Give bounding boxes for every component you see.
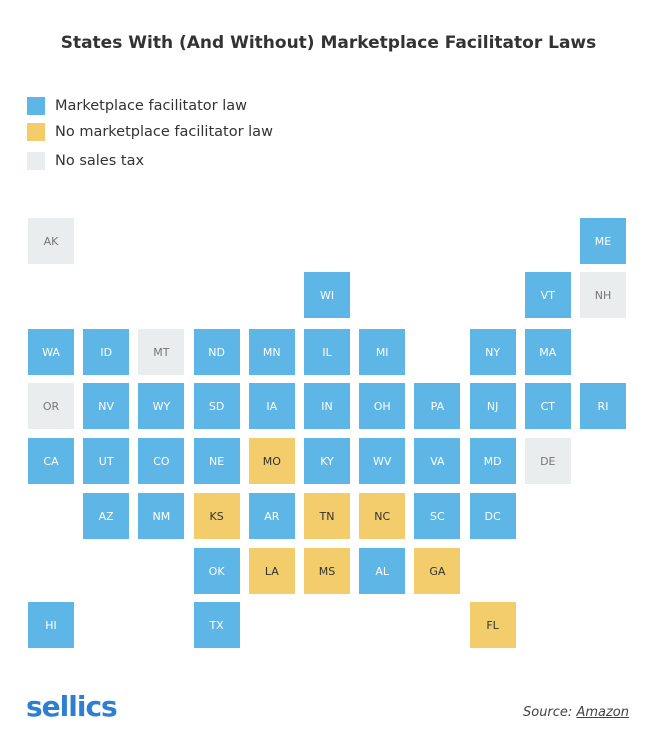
state-tile: ND — [193, 329, 240, 375]
legend-item: No sales tax — [27, 151, 144, 171]
legend-swatch — [27, 97, 45, 115]
state-tile: MT — [138, 329, 185, 375]
legend-item: No marketplace facilitator law — [27, 122, 273, 142]
state-tile: MO — [248, 438, 295, 484]
state-tile: SD — [193, 383, 240, 429]
state-tile: GA — [414, 548, 461, 594]
state-tile: WV — [359, 438, 406, 484]
state-tile: WA — [28, 329, 74, 375]
state-tile: IN — [304, 383, 350, 429]
legend-label: No sales tax — [55, 153, 145, 169]
state-tile: NY — [469, 329, 516, 375]
state-tile: CT — [524, 383, 571, 429]
state-tile: MI — [359, 329, 406, 375]
state-tile: MD — [469, 438, 516, 484]
state-tile: KS — [193, 493, 240, 539]
state-tile: CO — [138, 438, 185, 484]
state-tile: NE — [193, 438, 240, 484]
state-tile: TN — [304, 493, 350, 539]
state-tile: NJ — [469, 383, 516, 429]
state-tile: DE — [524, 438, 571, 484]
title: States With (And Without) Marketplace Fa… — [60, 33, 597, 53]
legend-label: No marketplace facilitator law — [55, 124, 273, 140]
state-tile: AR — [248, 493, 295, 539]
legend-label: Marketplace facilitator law — [55, 98, 247, 114]
state-tile: NM — [138, 493, 185, 539]
state-tile: UT — [83, 438, 130, 484]
state-tile: LA — [248, 548, 295, 594]
state-tile: AK — [28, 218, 74, 264]
source-prefix: Source: — [522, 705, 573, 720]
state-tile: IL — [304, 329, 350, 375]
state-tile: VA — [414, 438, 461, 484]
state-tile: ID — [83, 329, 130, 375]
logo: sellics — [26, 690, 118, 723]
legend-swatch — [27, 152, 45, 170]
state-tile: NH — [580, 272, 626, 318]
state-tile: NC — [359, 493, 406, 539]
source-link[interactable]: Amazon — [576, 705, 629, 720]
state-tile: OH — [359, 383, 406, 429]
state-tile: KY — [304, 438, 350, 484]
state-tile: RI — [580, 383, 626, 429]
state-tile: AZ — [83, 493, 130, 539]
state-tile: VT — [524, 272, 571, 318]
state-tile: IA — [248, 383, 295, 429]
legend-swatch — [27, 123, 45, 141]
state-tile: WY — [138, 383, 185, 429]
state-tile: OK — [193, 548, 240, 594]
legend-item: Marketplace facilitator law — [27, 96, 247, 116]
state-tile: OR — [28, 383, 74, 429]
state-tile: TX — [193, 602, 240, 648]
state-tile: MN — [248, 329, 295, 375]
state-tile: MA — [524, 329, 571, 375]
state-tile: FL — [469, 602, 516, 648]
state-tile: AL — [359, 548, 406, 594]
state-tile: WI — [304, 272, 350, 318]
state-tile: MS — [304, 548, 350, 594]
state-tile: CA — [28, 438, 74, 484]
source: Source: Amazon — [523, 705, 629, 720]
state-tile: ME — [580, 218, 626, 264]
state-tile: PA — [414, 383, 461, 429]
state-tile: NV — [83, 383, 130, 429]
state-tile: DC — [469, 493, 516, 539]
state-tile: SC — [414, 493, 461, 539]
state-tile: HI — [28, 602, 74, 648]
